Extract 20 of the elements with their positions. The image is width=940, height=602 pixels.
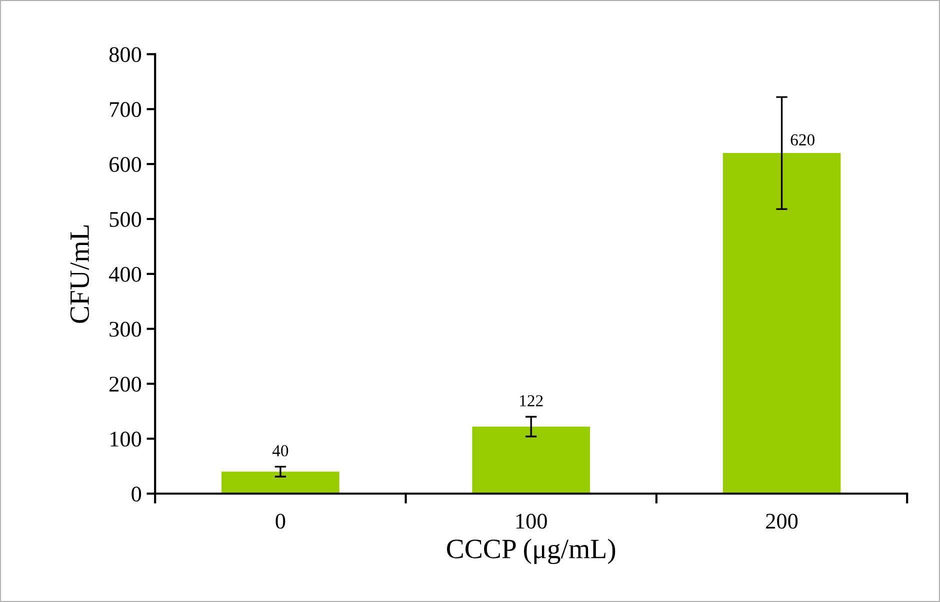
- x-tick-label: 200: [766, 514, 798, 529]
- bar: [472, 426, 590, 494]
- y-tick-label: 300: [110, 322, 142, 337]
- y-tick-label: 800: [109, 47, 142, 62]
- y-tick-label: 200: [110, 376, 142, 392]
- x-tick-label: 0: [276, 514, 286, 529]
- bar: [222, 472, 340, 494]
- y-tick-label: 500: [110, 212, 142, 227]
- y-tick-label: 0: [132, 486, 142, 502]
- y-tick-label: 100: [110, 432, 142, 447]
- bar: [722, 153, 841, 494]
- x-tick-label: 100: [516, 514, 547, 529]
- y-axis-title: CFU/mL: [70, 225, 90, 323]
- data-label: 620: [790, 134, 814, 146]
- y-tick-label: 400: [109, 266, 142, 282]
- data-label: 40: [272, 445, 288, 456]
- y-tick-label: 600: [110, 156, 142, 172]
- y-tick-label: 700: [110, 102, 142, 118]
- data-label: 122: [520, 395, 543, 406]
- x-axis-title: CCCP (μg/mL): [446, 538, 616, 564]
